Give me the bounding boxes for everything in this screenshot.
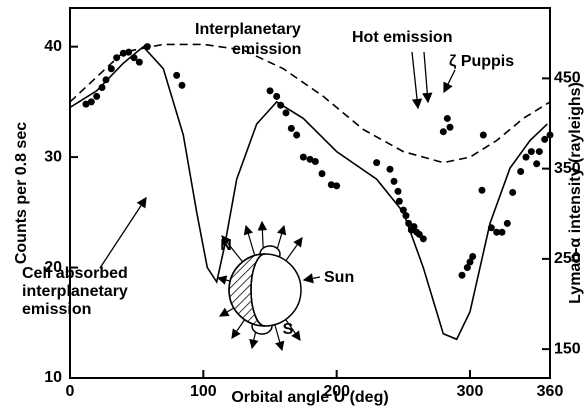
- plot-frame: [69, 7, 551, 379]
- data-point: [135, 58, 143, 66]
- annotation: ζ Puppis: [449, 53, 514, 70]
- y-tick-label: 30: [44, 148, 62, 165]
- data-point: [273, 92, 281, 100]
- dashed-line: [69, 43, 551, 164]
- data-point: [299, 153, 307, 161]
- y-tick-label: 40: [44, 38, 62, 55]
- annotation: N: [220, 237, 232, 254]
- annotation: Cell absorbed: [22, 265, 128, 282]
- data-point: [478, 186, 486, 194]
- annotation: emission: [232, 41, 301, 58]
- y2-tick-label: 250: [554, 250, 581, 267]
- model-line: [69, 45, 548, 341]
- annotation: S: [283, 321, 294, 338]
- data-point: [419, 235, 427, 243]
- data-point: [287, 124, 295, 132]
- data-point: [439, 128, 447, 136]
- data-point: [98, 84, 106, 92]
- data-point: [293, 131, 301, 139]
- data-point: [386, 165, 394, 173]
- data-point: [541, 135, 549, 143]
- data-point: [178, 81, 186, 89]
- data-point: [311, 158, 319, 166]
- annotation: interplanetary: [22, 283, 128, 300]
- cell-diagram: [216, 220, 303, 352]
- data-point: [102, 76, 110, 84]
- data-point: [306, 155, 314, 163]
- x-tick-label: 300: [457, 383, 484, 400]
- y2-tick-label: 450: [554, 70, 581, 87]
- annotation: Hot emission: [352, 29, 452, 46]
- data-point: [373, 159, 381, 167]
- data-point: [333, 182, 341, 190]
- data-point: [498, 228, 506, 236]
- data-point: [93, 92, 101, 100]
- data-point: [82, 100, 90, 108]
- data-point: [446, 123, 454, 131]
- data-point: [395, 197, 403, 205]
- data-point: [119, 49, 127, 57]
- x-tick-label: 0: [66, 383, 75, 400]
- data-point: [517, 167, 525, 175]
- data-point: [527, 148, 535, 156]
- data-point: [125, 48, 133, 56]
- annotation: Sun: [324, 269, 354, 286]
- data-point: [466, 258, 474, 266]
- data-point: [394, 187, 402, 195]
- data-point: [546, 131, 554, 139]
- data-point: [458, 271, 466, 279]
- data-point: [522, 153, 530, 161]
- data-point: [479, 131, 487, 139]
- annotation: Interplanetary: [195, 21, 301, 38]
- data-point: [327, 181, 335, 189]
- data-point: [535, 148, 543, 156]
- y-tick-label: 20: [44, 259, 62, 276]
- data-point: [410, 223, 418, 231]
- x-tick-label: 200: [323, 383, 350, 400]
- data-point: [443, 114, 451, 122]
- data-point: [266, 87, 274, 95]
- x-axis-label: Orbital angle U (deg): [231, 389, 388, 406]
- y2-tick-label: 150: [554, 340, 581, 357]
- data-point: [469, 253, 477, 261]
- data-point: [503, 219, 511, 227]
- annotation-arrows: [99, 51, 456, 284]
- y-tick-label: 10: [44, 369, 62, 386]
- data-point: [533, 160, 541, 168]
- data-point: [390, 177, 398, 185]
- y2-axis-label: Lyman-α intensity (rayleighs): [567, 82, 584, 304]
- data-point: [282, 109, 290, 117]
- data-point: [399, 206, 407, 214]
- y-axis-label: Counts per 0.8 sec: [13, 122, 30, 264]
- data-point: [87, 98, 95, 106]
- data-point: [463, 264, 471, 272]
- data-point: [318, 170, 326, 178]
- annotation: emission: [22, 301, 91, 318]
- x-tick-label: 100: [190, 383, 217, 400]
- data-point: [509, 188, 517, 196]
- y2-tick-label: 350: [554, 160, 581, 177]
- data-point: [107, 65, 115, 73]
- data-point: [493, 228, 501, 236]
- x-tick-label: 360: [537, 383, 564, 400]
- data-point: [173, 71, 181, 79]
